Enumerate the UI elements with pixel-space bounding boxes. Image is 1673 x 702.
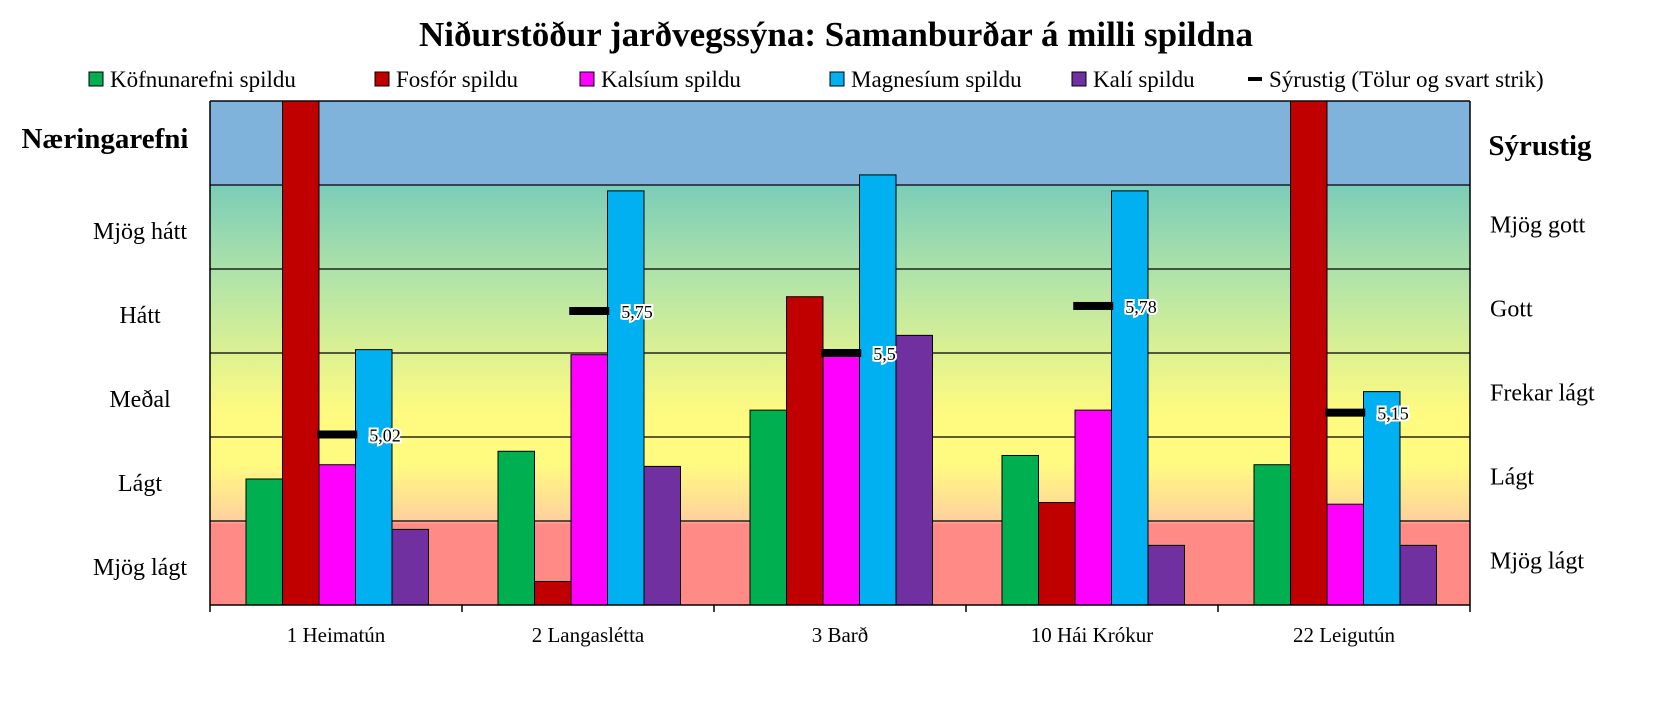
legend-label: Magnesíum spildu	[851, 67, 1022, 92]
bar-5-2	[643, 465, 681, 606]
legend-label: Köfnunarefni spildu	[110, 67, 296, 92]
bar-2-5	[1290, 100, 1328, 606]
ph-value-label: 5,78	[1125, 297, 1157, 317]
bar-4-2	[607, 190, 645, 606]
category-label: 1 Heimatún	[287, 623, 386, 647]
chart-title: Niðurstöður jarðvegssýna: Samanburðar á …	[419, 15, 1253, 54]
legend-label: Kalí spildu	[1093, 67, 1195, 92]
left-level-label: Meðal	[109, 387, 171, 413]
right-axis-labels: Mjög lágt Lágt Frekar lágt Gott Mjög gott	[1490, 212, 1595, 574]
bar-4-4	[1111, 190, 1149, 606]
left-axis-title: Næringarefni	[21, 123, 188, 155]
legend-swatch	[374, 71, 390, 87]
legend-swatch	[88, 71, 104, 87]
ph-marker	[317, 430, 358, 439]
right-level-label: Mjög gott	[1490, 212, 1586, 238]
axes	[209, 100, 1471, 612]
bar-4-1	[355, 349, 393, 606]
ph-marker	[569, 307, 610, 315]
legend-swatch	[1248, 77, 1262, 81]
legend-label: Sýrustig (Tölur og svart strik)	[1269, 67, 1544, 92]
bar-4-5	[1363, 391, 1401, 606]
ph-value-label: 5,02	[369, 425, 401, 445]
legend-label: Fosfór spildu	[396, 67, 519, 92]
ph-marker	[821, 349, 862, 357]
ph-value-label: 5,15	[1377, 404, 1409, 424]
bar-5-3	[895, 334, 933, 606]
ph-value-label: 5,75	[621, 302, 653, 322]
ph-value-label: 5,5	[873, 344, 896, 364]
legend-swatch	[579, 71, 595, 87]
right-level-label: Frekar lágt	[1490, 380, 1595, 406]
legend-swatch	[829, 71, 845, 87]
ph-marker	[1073, 301, 1114, 310]
left-level-label: Lágt	[118, 471, 162, 497]
right-level-label: Lágt	[1490, 464, 1534, 490]
bar-3-3	[822, 352, 860, 606]
left-level-label: Mjög lágt	[93, 555, 187, 581]
legend: Köfnunarefni spildu Fosfór spildu Kalsíum …	[88, 67, 1544, 92]
ph-marker	[1325, 408, 1366, 417]
bar-1-2	[497, 450, 535, 606]
bar-5-4	[1147, 544, 1185, 606]
bar-1-3	[749, 409, 787, 606]
bar-1-5	[1253, 464, 1291, 606]
bar-1-4	[1001, 454, 1039, 606]
bar-5-5	[1399, 544, 1437, 606]
left-level-label: Hátt	[119, 303, 161, 329]
right-level-label: Mjög lágt	[1490, 548, 1584, 574]
bars	[245, 100, 1437, 606]
bar-3-5	[1326, 503, 1364, 606]
category-labels: 1 Heimatún 2 Langaslétta 3 Barð 10 Hái Krók…	[287, 623, 1396, 647]
bar-2-3	[786, 296, 824, 606]
bar-5-1	[391, 528, 429, 606]
category-label: 22 Leigutún	[1293, 623, 1396, 647]
ph-markers: 5,02 5,75 5,5 5,78 5,15	[317, 295, 1411, 447]
bar-2-1	[282, 100, 320, 606]
legend-label: Kalsíum spildu	[601, 67, 741, 92]
legend-swatch	[1071, 71, 1087, 87]
bar-3-2	[570, 354, 608, 606]
right-level-label: Gott	[1490, 296, 1533, 322]
category-label: 10 Hái Krókur	[1031, 623, 1153, 647]
category-label: 2 Langaslétta	[532, 623, 645, 647]
category-label: 3 Barð	[812, 623, 869, 647]
left-level-label: Mjög hátt	[93, 219, 187, 245]
bar-4-3	[859, 174, 897, 606]
bar-3-1	[318, 464, 356, 606]
bar-2-2	[534, 580, 572, 606]
bar-1-1	[245, 478, 283, 606]
bar-2-4	[1038, 502, 1076, 606]
left-axis-labels: Mjög lágt Lágt Meðal Hátt Mjög hátt	[93, 219, 187, 581]
right-axis-title: Sýrustig	[1488, 130, 1592, 162]
bar-3-4	[1074, 409, 1112, 606]
